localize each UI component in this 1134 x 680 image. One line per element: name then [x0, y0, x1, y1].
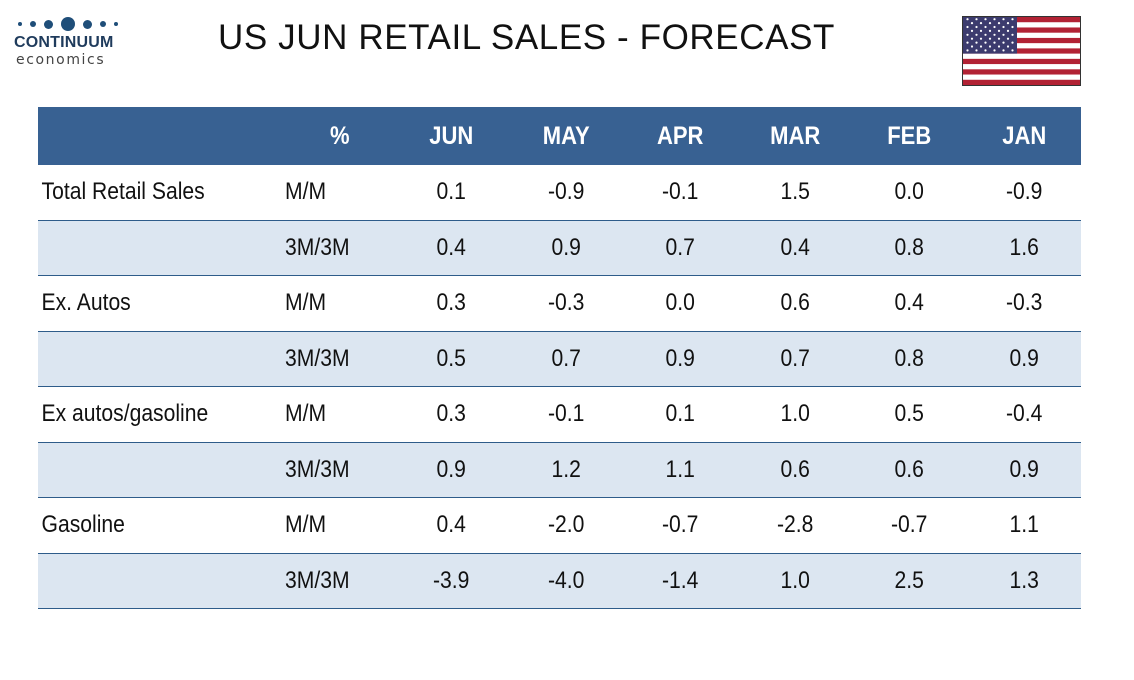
value-cell: 0.9 [551, 233, 581, 261]
value-cell: 0.9 [1009, 455, 1039, 483]
table-row: 3M/3M 0.5 0.7 0.9 0.7 0.8 0.9 [38, 331, 1081, 387]
value-cell: -0.9 [547, 178, 585, 206]
value-cell: 1.5 [780, 178, 810, 206]
value-cell: 0.9 [665, 344, 696, 372]
table-row: Ex. Autos M/M 0.3 -0.3 0.0 0.6 0.4 -0.3 [38, 276, 1081, 332]
value-cell: 0.8 [894, 344, 925, 372]
value-cell: -0.7 [662, 511, 699, 539]
value-cell: 1.2 [551, 455, 581, 483]
table-row: Gasoline M/M 0.4 -2.0 -0.7 -2.8 -0.7 1.1 [38, 498, 1081, 554]
table-row: 3M/3M 0.9 1.2 1.1 0.6 0.6 0.9 [38, 442, 1081, 498]
us-flag-icon [962, 16, 1081, 86]
row-label: Gasoline [41, 511, 125, 539]
value-cell: 0.7 [665, 233, 696, 261]
value-cell: -0.1 [662, 178, 699, 206]
value-cell: 1.6 [1009, 233, 1039, 261]
row-unit: 3M/3M [284, 566, 350, 594]
table-header-row: % JUN MAY APR MAR FEB JAN [38, 107, 1081, 165]
row-unit: M/M [284, 400, 326, 428]
value-cell: 0.7 [551, 344, 581, 372]
value-cell: 0.8 [894, 233, 925, 261]
value-cell: -2.0 [547, 511, 585, 539]
value-cell: 1.1 [1009, 511, 1039, 539]
company-logo: CONTINUUM economics [14, 14, 134, 68]
row-unit: M/M [284, 289, 326, 317]
value-cell: 0.1 [436, 178, 467, 206]
table-row: Total Retail Sales M/M 0.1 -0.9 -0.1 1.5 0.0 -0… [38, 165, 1081, 221]
row-label: Ex autos/gasoline [41, 400, 209, 428]
value-cell: 0.0 [894, 178, 925, 206]
value-cell: 0.4 [780, 233, 810, 261]
logo-name: CONTINUUM [14, 34, 114, 51]
value-cell: 0.4 [436, 511, 467, 539]
value-cell: 0.6 [780, 289, 810, 317]
value-cell: 0.4 [436, 233, 467, 261]
header-apr: APR [657, 121, 704, 150]
value-cell: 1.1 [665, 455, 696, 483]
value-cell: -0.9 [1005, 178, 1042, 206]
row-unit: M/M [284, 511, 326, 539]
value-cell: 0.3 [436, 289, 467, 317]
value-cell: 0.1 [665, 400, 696, 428]
value-cell: 0.4 [894, 289, 925, 317]
header-jun: JUN [429, 121, 474, 150]
value-cell: -0.3 [547, 289, 585, 317]
value-cell: 2.5 [894, 566, 925, 594]
logo-dots-icon [14, 14, 134, 34]
value-cell: 1.0 [780, 566, 810, 594]
value-cell: 0.0 [665, 289, 696, 317]
row-unit: 3M/3M [284, 455, 350, 483]
value-cell: 0.7 [780, 344, 810, 372]
table-row: Ex autos/gasoline M/M 0.3 -0.1 0.1 1.0 0.5 -0.4 [38, 387, 1081, 443]
value-cell: -2.8 [776, 511, 814, 539]
row-unit: 3M/3M [284, 344, 350, 372]
page-title: US JUN RETAIL SALES - FORECAST [218, 18, 835, 57]
value-cell: 0.3 [436, 400, 467, 428]
value-cell: 0.9 [1009, 344, 1039, 372]
table-row: 3M/3M 0.4 0.9 0.7 0.4 0.8 1.6 [38, 220, 1081, 276]
row-label: Ex. Autos [41, 289, 131, 317]
logo-subtitle: economics [16, 52, 106, 68]
header-mar: MAR [769, 121, 820, 150]
value-cell: -4.0 [547, 566, 585, 594]
value-cell: 0.5 [436, 344, 467, 372]
value-cell: -0.4 [1005, 400, 1042, 428]
header-feb: FEB [887, 121, 932, 150]
value-cell: 0.6 [780, 455, 810, 483]
table-row: 3M/3M -3.9 -4.0 -1.4 1.0 2.5 1.3 [38, 553, 1081, 609]
value-cell: 0.6 [894, 455, 925, 483]
value-cell: -1.4 [662, 566, 699, 594]
row-unit: M/M [284, 178, 326, 206]
value-cell: -0.3 [1005, 289, 1042, 317]
header-may: MAY [542, 121, 590, 150]
header-jan: JAN [1001, 121, 1046, 150]
header-unit: % [329, 121, 350, 150]
value-cell: -0.1 [547, 400, 585, 428]
value-cell: 0.9 [436, 455, 467, 483]
row-unit: 3M/3M [284, 233, 350, 261]
row-label: Total Retail Sales [41, 178, 205, 206]
value-cell: 0.5 [894, 400, 925, 428]
value-cell: 1.0 [780, 400, 810, 428]
value-cell: -0.7 [891, 511, 928, 539]
value-cell: 1.3 [1009, 566, 1039, 594]
retail-sales-table: % JUN MAY APR MAR FEB JAN Total Retail S… [38, 107, 1081, 609]
value-cell: -3.9 [433, 566, 470, 594]
